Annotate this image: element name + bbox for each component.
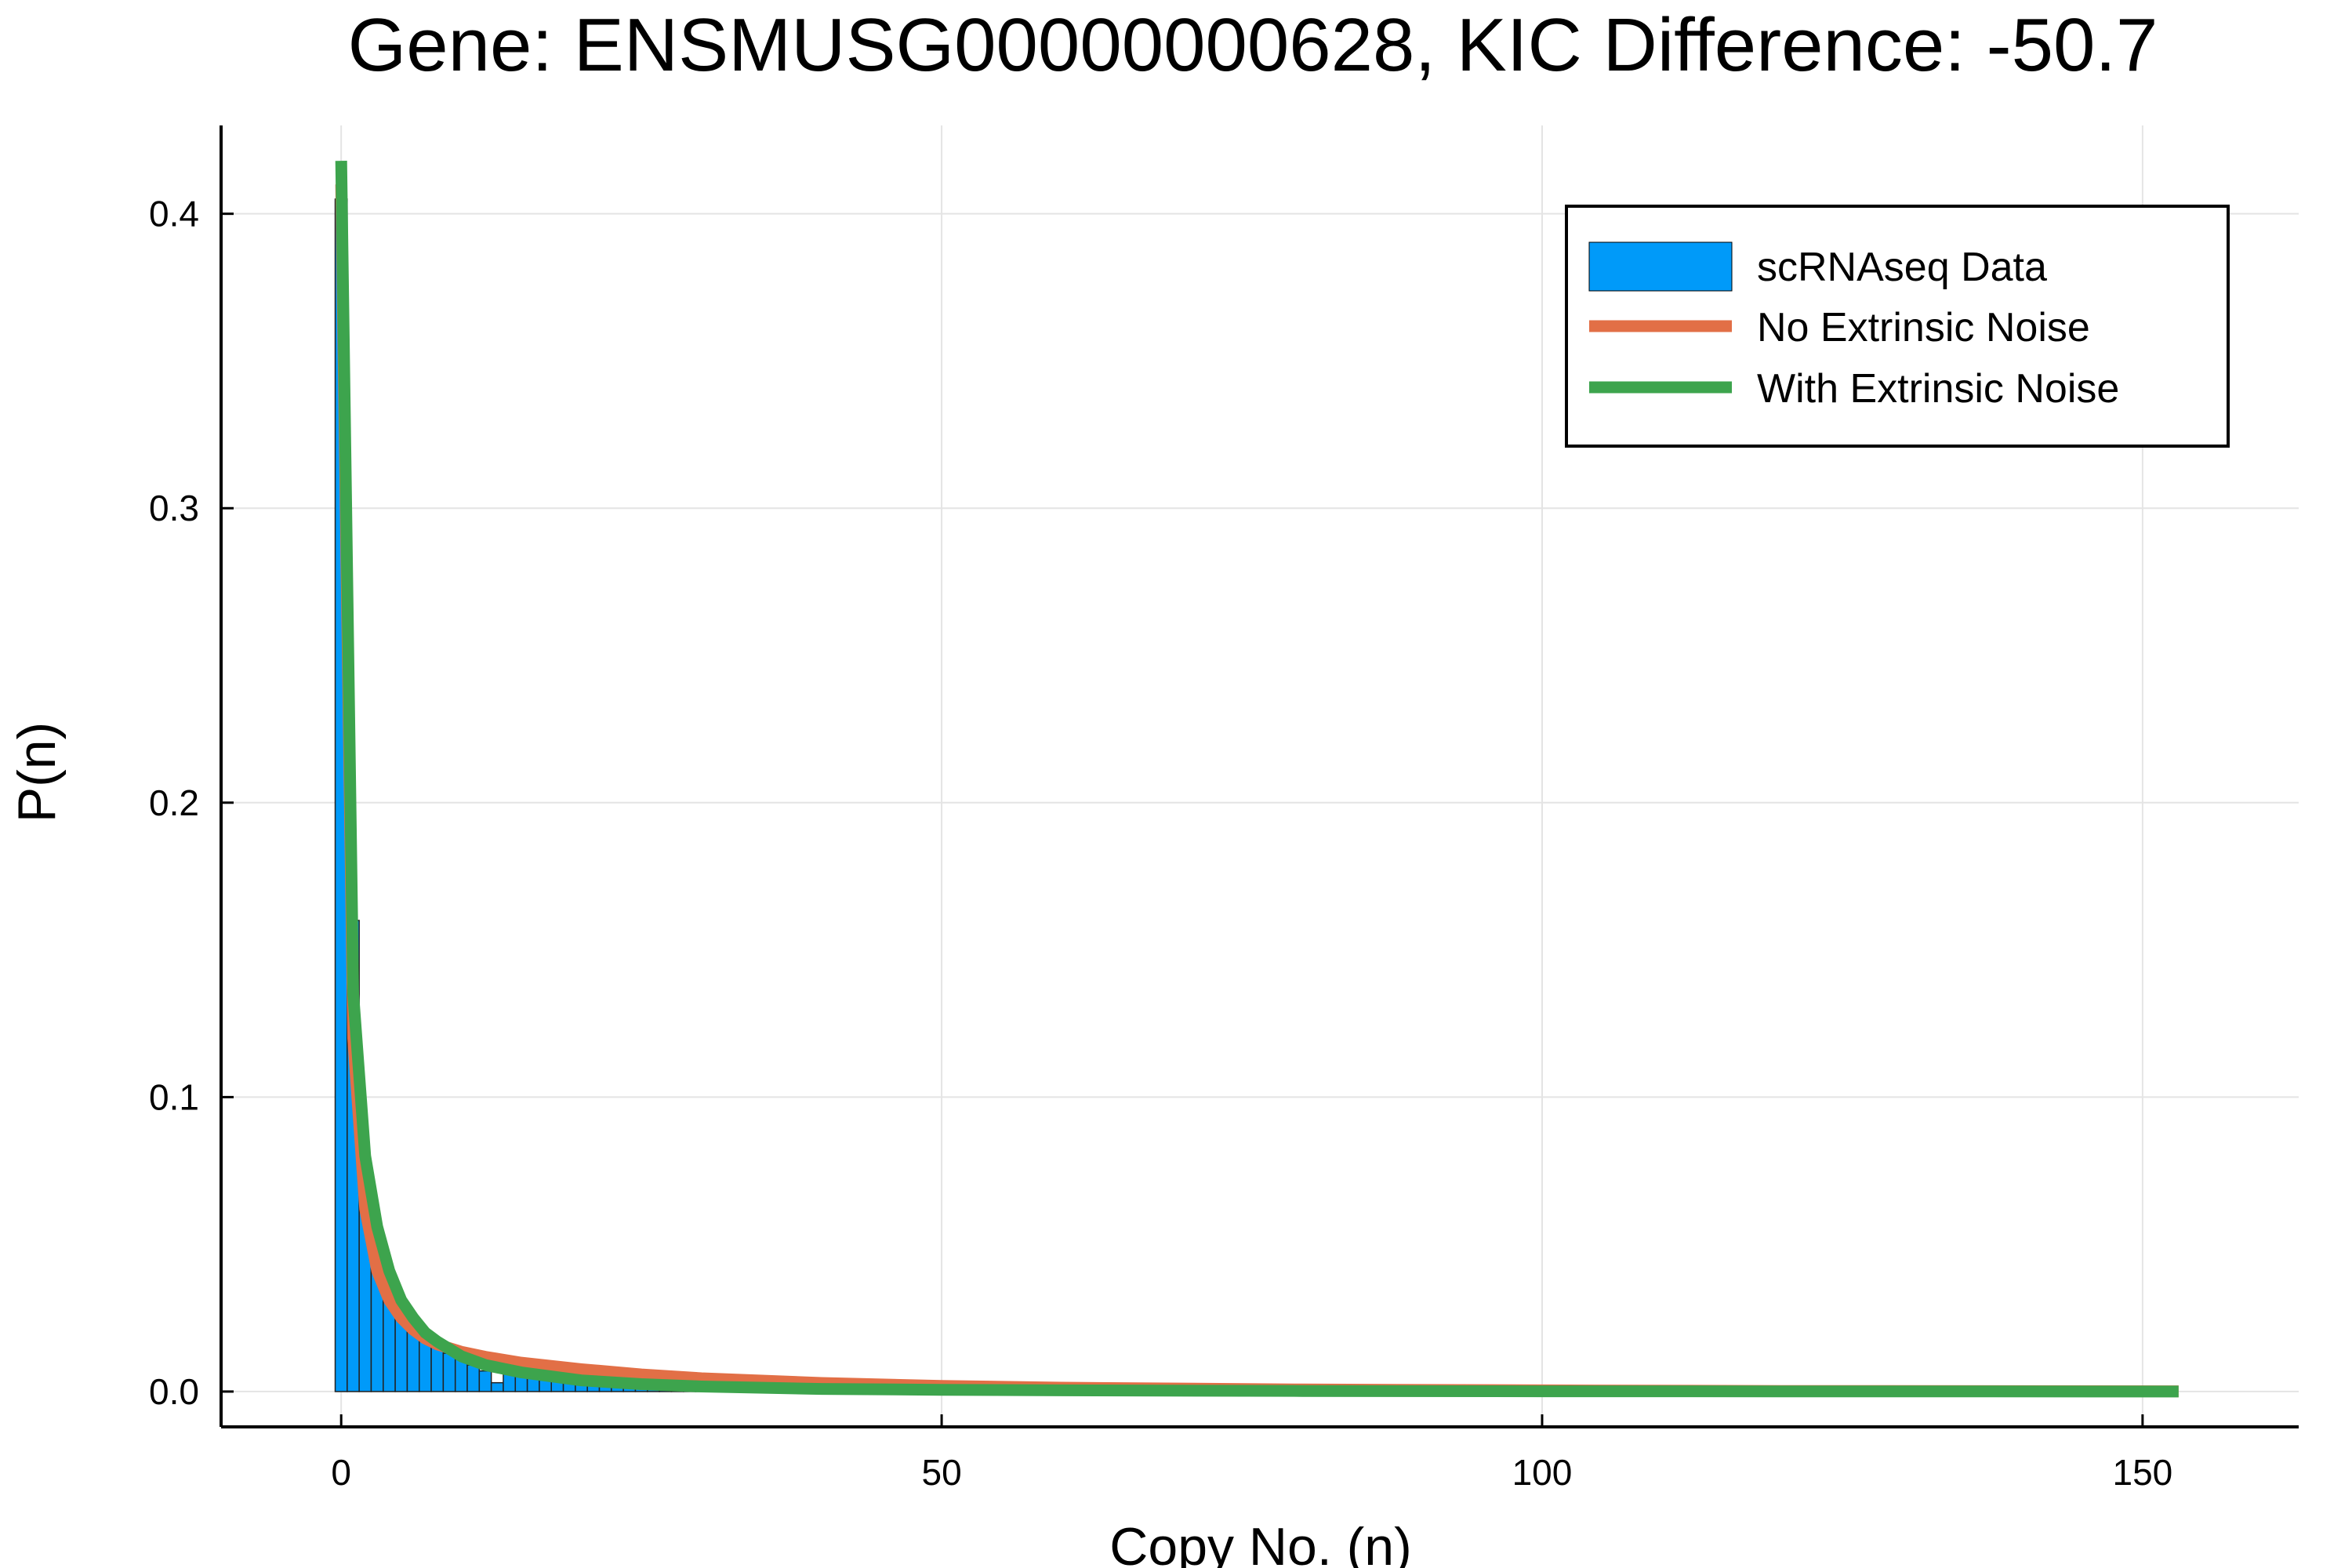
histogram-bar	[442, 1352, 456, 1392]
axes	[220, 125, 2299, 1428]
x-axis-title: Copy No. (n)	[1109, 1517, 1411, 1568]
with-extrinsic-noise-line	[335, 160, 2179, 1398]
legend-label-scrnaseq-data: scRNAseq Data	[1757, 245, 2047, 290]
legend-label-no-extrinsic-noise: No Extrinsic Noise	[1757, 305, 2090, 350]
tick-labels: 0 50 100 150 0.0 0.1 0.2 0.3 0.4	[149, 194, 2172, 1493]
y-tick-label: 0.2	[149, 782, 199, 823]
chart-title: Gene: ENSMUSG00000000628, KIC Difference…	[348, 3, 2158, 87]
y-tick-label: 0.1	[149, 1076, 199, 1117]
x-tick-label: 0	[331, 1452, 351, 1493]
legend-swatch-scrnaseq-data	[1588, 241, 1733, 292]
y-tick-label: 0.0	[149, 1371, 199, 1412]
histogram-bar	[466, 1364, 481, 1392]
histogram-bar	[490, 1381, 504, 1392]
histogram-bars	[334, 198, 1069, 1392]
x-tick-label: 50	[921, 1452, 961, 1493]
legend-label-with-extrinsic-noise: With Extrinsic Noise	[1757, 366, 2119, 412]
y-axis-title: P(n)	[7, 722, 67, 822]
x-tick-label: 150	[2112, 1452, 2172, 1493]
x-tick-label: 100	[1512, 1452, 1573, 1493]
y-tick-label: 0.4	[149, 194, 199, 234]
histogram-bar	[478, 1370, 492, 1392]
fit-lines	[335, 160, 2179, 1398]
legend: scRNAseq Data No Extrinsic Noise With Ex…	[1565, 205, 2230, 448]
y-tick-label: 0.3	[149, 488, 199, 528]
